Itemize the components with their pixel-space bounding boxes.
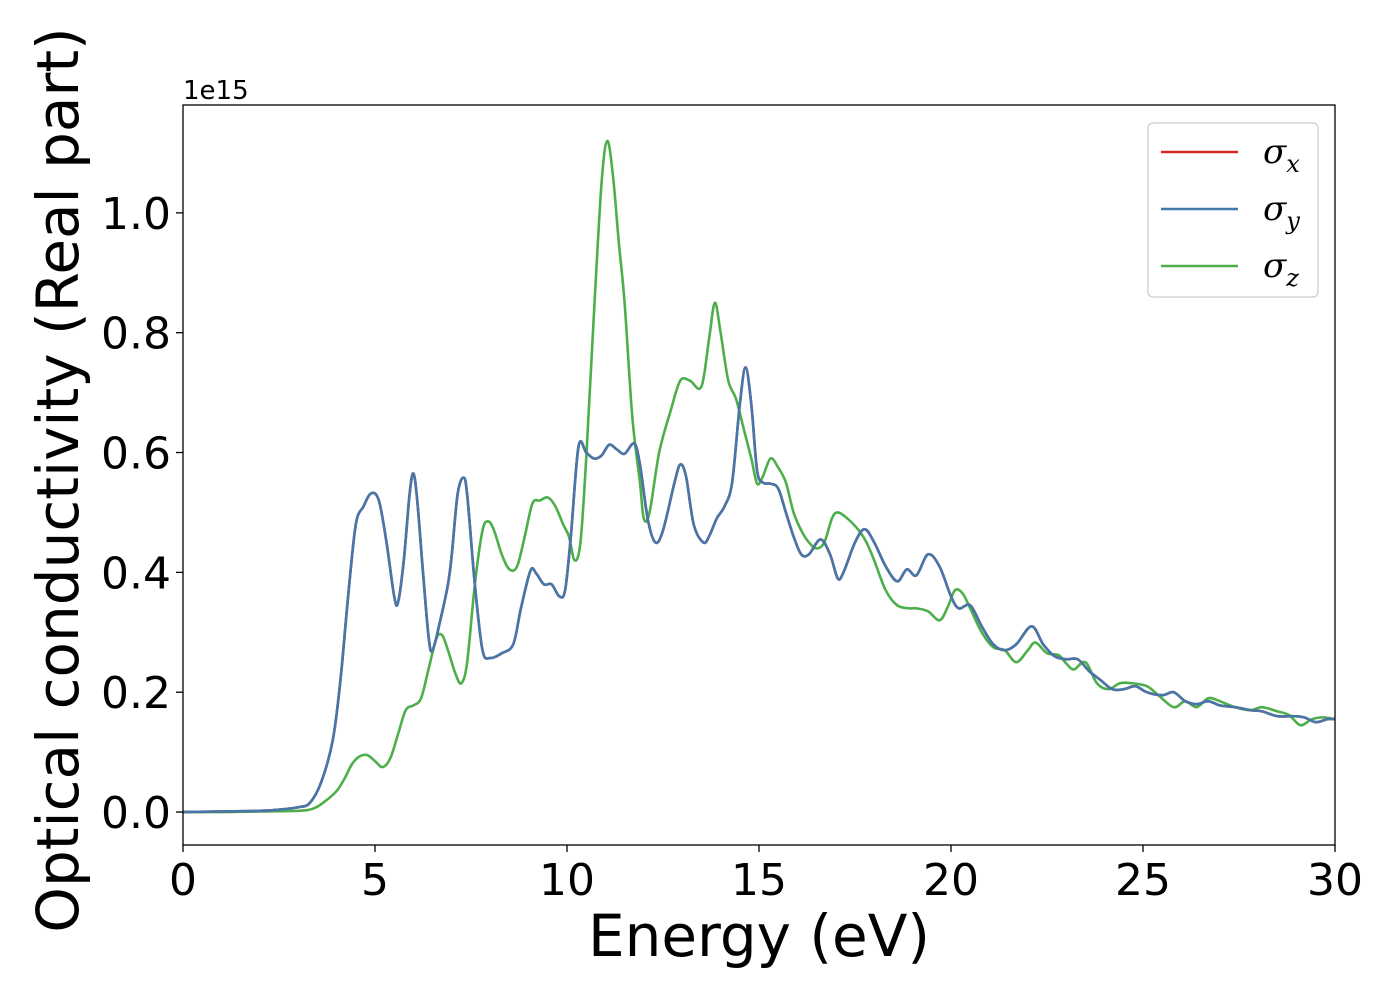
x-axis-title: Energy (eV): [588, 902, 930, 970]
series-line-sigma-y: [183, 366, 1335, 814]
plot-area: [183, 139, 1335, 814]
y-tick-label: 0.0: [101, 788, 171, 839]
x-tick-label: 25: [1115, 855, 1171, 906]
x-tick-label: 15: [731, 855, 787, 906]
x-tick-label: 30: [1307, 855, 1363, 906]
series-line-sigma-x: [183, 366, 1335, 814]
x-tick-label: 10: [539, 855, 595, 906]
legend-label: σx: [1263, 132, 1300, 178]
legend-label: σy: [1263, 189, 1300, 235]
x-tick-label: 0: [169, 855, 197, 906]
y-tick-label: 0.8: [101, 309, 171, 360]
x-tick-label: 5: [361, 855, 389, 906]
y-tick-label: 0.2: [101, 668, 171, 719]
x-tick-label: 20: [923, 855, 979, 906]
y-tick-label: 0.6: [101, 429, 171, 480]
legend: σx σy σz: [1147, 122, 1319, 298]
y-offset-label: 1e15: [183, 76, 249, 106]
axes: 0 5 10 15 20 25 30 0.0 0.2 0.4 0.6 0.8 1.0: [101, 104, 1363, 906]
y-axis-title: Optical conductivity (Real part): [24, 27, 92, 932]
legend-label: σz: [1263, 246, 1299, 292]
y-tick-label: 1.0: [101, 189, 171, 240]
y-tick-label: 0.4: [101, 548, 171, 599]
